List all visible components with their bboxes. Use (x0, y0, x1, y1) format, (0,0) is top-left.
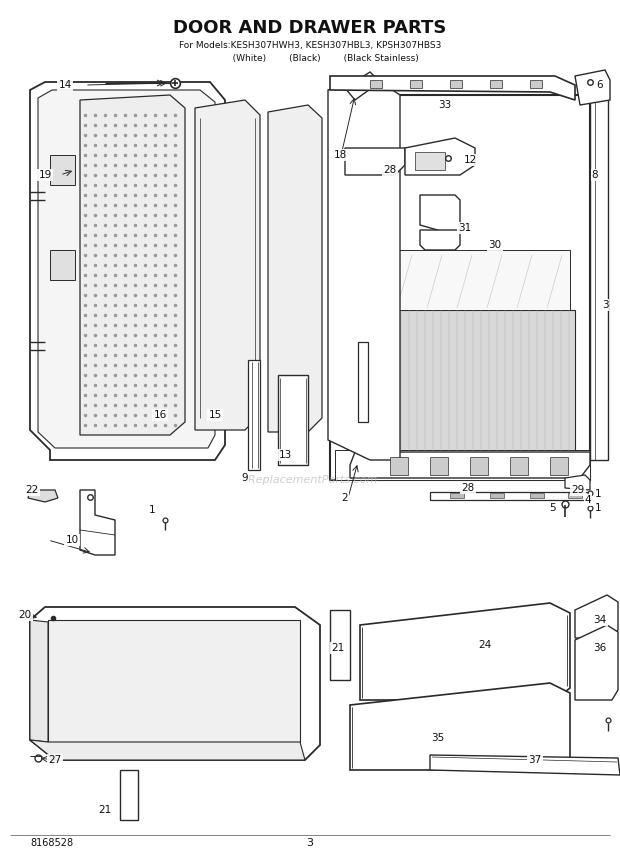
Polygon shape (30, 620, 48, 742)
Polygon shape (360, 603, 570, 700)
Text: 4: 4 (585, 495, 591, 505)
Bar (50, 155, 75, 185)
Polygon shape (80, 95, 185, 435)
Text: 14: 14 (58, 80, 72, 90)
Text: 24: 24 (479, 640, 492, 650)
Polygon shape (575, 595, 618, 638)
Polygon shape (345, 72, 380, 100)
Bar (358, 342, 368, 422)
Bar (50, 250, 75, 280)
Bar (490, 493, 504, 498)
Text: 27: 27 (48, 755, 61, 765)
Bar (248, 360, 260, 470)
Polygon shape (565, 475, 590, 490)
Bar (510, 457, 528, 475)
Text: 19: 19 (38, 170, 51, 180)
Text: 30: 30 (489, 240, 502, 250)
Text: For Models:KESH307HWH3, KESH307HBL3, KPSH307HBS3: For Models:KESH307HWH3, KESH307HBL3, KPS… (179, 40, 441, 50)
Polygon shape (120, 770, 138, 820)
Text: 15: 15 (208, 410, 221, 420)
Polygon shape (420, 195, 460, 235)
Bar (530, 80, 542, 88)
Polygon shape (30, 82, 225, 460)
Bar (590, 80, 608, 460)
Text: 9: 9 (242, 473, 249, 483)
Polygon shape (28, 490, 58, 502)
Text: 21: 21 (331, 643, 345, 653)
Bar (335, 450, 590, 480)
Bar (450, 80, 462, 88)
Polygon shape (345, 148, 405, 175)
Bar (470, 457, 488, 475)
Polygon shape (330, 610, 350, 680)
Text: 36: 36 (593, 643, 606, 653)
Polygon shape (405, 138, 475, 175)
Polygon shape (30, 740, 305, 760)
Polygon shape (575, 625, 618, 700)
Text: 13: 13 (278, 450, 291, 460)
Text: 8: 8 (591, 170, 598, 180)
Polygon shape (330, 95, 590, 480)
Bar (568, 493, 582, 498)
Text: 28: 28 (383, 165, 397, 175)
Polygon shape (268, 105, 322, 432)
Polygon shape (30, 607, 320, 760)
Text: 29: 29 (572, 485, 585, 495)
Text: 5: 5 (549, 503, 556, 513)
Text: 28: 28 (461, 483, 475, 493)
Polygon shape (430, 755, 620, 775)
Polygon shape (420, 230, 460, 250)
Bar (278, 375, 308, 465)
Bar (410, 80, 422, 88)
Polygon shape (38, 90, 215, 448)
Bar (390, 457, 408, 475)
Polygon shape (575, 70, 610, 105)
Text: 22: 22 (25, 485, 38, 495)
Text: 10: 10 (66, 535, 79, 545)
Text: 16: 16 (153, 410, 167, 420)
Bar (530, 493, 544, 498)
Bar (430, 457, 448, 475)
Text: 35: 35 (432, 733, 445, 743)
Polygon shape (350, 683, 570, 770)
Bar (415, 152, 445, 170)
Text: 31: 31 (458, 223, 472, 233)
Text: 3: 3 (306, 838, 314, 848)
Text: (White)        (Black)        (Black Stainless): (White) (Black) (Black Stainless) (201, 54, 419, 62)
Polygon shape (350, 452, 590, 478)
Text: 34: 34 (593, 615, 606, 625)
Polygon shape (430, 492, 590, 500)
Polygon shape (195, 100, 260, 430)
Bar (370, 80, 382, 88)
Text: 12: 12 (463, 155, 477, 165)
Polygon shape (48, 620, 300, 742)
Text: 1: 1 (595, 489, 601, 499)
Text: 33: 33 (438, 100, 451, 110)
Bar (490, 80, 502, 88)
Text: 18: 18 (334, 150, 347, 160)
Text: 2: 2 (342, 493, 348, 503)
Text: 21: 21 (99, 805, 112, 815)
Text: 6: 6 (596, 80, 603, 90)
Bar (335, 250, 570, 310)
Text: 1: 1 (149, 505, 156, 515)
Polygon shape (330, 76, 575, 100)
Polygon shape (80, 490, 115, 555)
Text: 1: 1 (595, 503, 601, 513)
Bar (380, 310, 575, 460)
Text: eReplacementParts.com: eReplacementParts.com (242, 475, 378, 485)
Text: 3: 3 (601, 300, 608, 310)
Text: DOOR AND DRAWER PARTS: DOOR AND DRAWER PARTS (174, 19, 446, 37)
Bar (550, 457, 568, 475)
Text: 8168528: 8168528 (30, 838, 73, 848)
Bar (450, 493, 464, 498)
Polygon shape (328, 75, 400, 460)
Text: 37: 37 (528, 755, 542, 765)
Text: 20: 20 (19, 610, 32, 620)
